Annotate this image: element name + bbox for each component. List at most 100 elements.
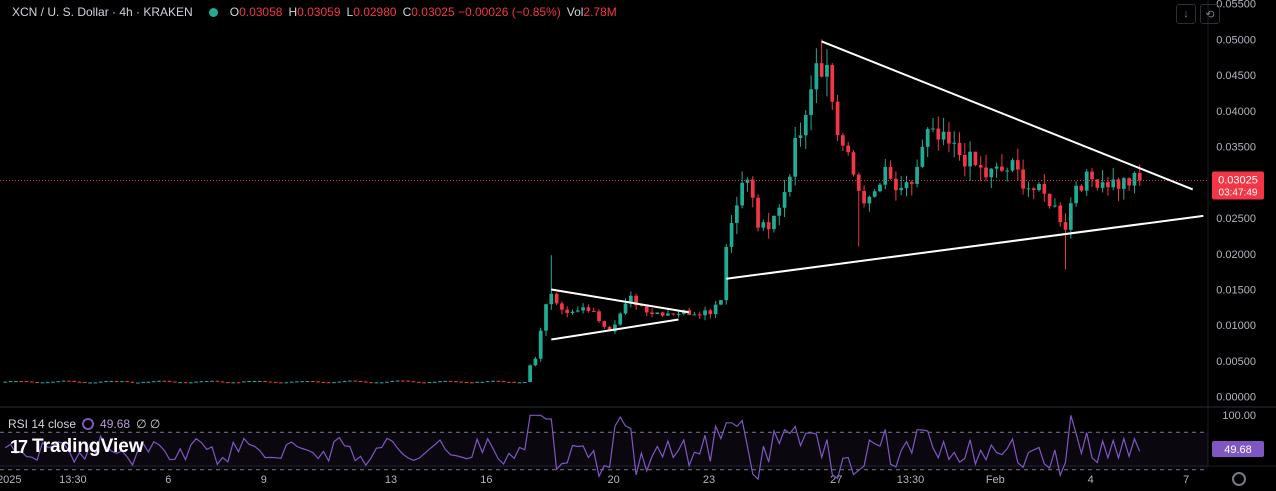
candle-body [544,304,548,331]
countdown-label: 03:47:49 [1219,187,1258,198]
candle-body [602,321,607,327]
symbol-title[interactable]: XCN / U. S. Dollar · 4h · KRAKEN [12,5,193,19]
candle-body [348,380,352,382]
candle-body [1053,205,1057,207]
ohlc-label: C [402,5,412,19]
x-tick-label: 20 [608,474,620,486]
candle-body [3,381,8,383]
candle-body [512,381,517,383]
candle-body [798,135,803,138]
ohlc-label: H [288,5,298,19]
candle-body [35,381,39,383]
candle-body [994,166,999,169]
candle-body [204,381,209,383]
ohlc-item: L 0.02980 [347,5,403,19]
candle-body [1031,188,1036,191]
x-tick-label: 9 [261,474,267,486]
candle-body [586,307,591,311]
rsi-value: 49.68 [100,417,131,431]
trendline [821,40,1194,191]
candle-body [194,381,198,383]
candle-body [1068,203,1073,230]
candle-body [793,137,798,177]
candle-body [528,365,532,383]
candle-body [432,381,437,383]
candle-body [591,310,596,312]
ohlc-value: 0.03059 [297,5,341,19]
candle-body [475,381,479,383]
candle-body [639,305,644,307]
y-tick-label: 0.05000 [1216,34,1256,46]
candle-body [353,380,358,382]
candle-body [962,154,967,167]
y-tick-label: 0.04000 [1216,106,1256,118]
x-tick-label: 13 [385,474,397,486]
candle-body [803,115,808,136]
candle-body [289,381,294,383]
candle-body [61,380,66,382]
rsi-legend: RSI 14 close 49.68 ∅ ∅ [8,417,160,431]
candle-body [925,129,930,147]
candle-body [337,381,342,383]
market-status-icon [208,7,218,17]
candle-body [231,382,236,384]
candle-body [395,380,400,382]
ohlc-value: 2.78M [583,5,617,19]
candle-body [1015,160,1020,170]
refresh-icon[interactable]: ⟲ [1200,4,1220,24]
candle-body [416,381,421,383]
candle-body [841,135,845,146]
candle-body [613,324,617,332]
candle-body [1127,178,1131,186]
x-tick-label: 2025 [0,474,22,486]
candle-body [644,305,649,313]
rsi-label[interactable]: RSI 14 close [8,417,77,431]
candle-body [825,64,829,77]
trendline [551,288,690,314]
candle-body [226,382,230,384]
x-tick-label: 27 [830,474,842,486]
candle-body [655,312,660,315]
candle-body [1137,172,1142,181]
download-icon[interactable]: ↓ [1176,4,1196,24]
candle-body [676,313,681,315]
candle-body [1111,179,1116,188]
candle-body [1084,171,1089,191]
candle-body [1042,184,1047,194]
rsi-settings-icon[interactable] [82,418,95,430]
candle-body [1037,184,1041,191]
candle-body [40,382,45,384]
candle-body [305,381,310,383]
candle-body [332,382,336,384]
last-price-label: 0.03025 [1218,174,1258,186]
candle-body [321,381,326,383]
candle-body [750,179,755,198]
rsi-axis-top-label: 100.00 [1222,410,1256,422]
candle-body [883,167,888,185]
trendline [551,318,679,341]
candle-body [984,167,988,178]
candle-body [835,101,840,136]
candle-body [300,381,305,383]
candle-body [263,380,267,382]
candle-body [1063,222,1068,230]
candle-body [295,381,299,383]
candle-body [772,215,776,230]
candle-body [56,381,61,383]
candle-body [607,326,612,332]
candle-body [1000,166,1004,171]
candle-body [438,381,442,383]
last-price-badge [1212,171,1264,200]
candle-body [1100,182,1105,188]
candle-body [379,382,384,384]
y-tick-label: 0.02000 [1216,249,1256,261]
gear-icon[interactable] [1232,472,1246,486]
candle-body [973,151,978,166]
candle-body [989,168,994,178]
ohlc-item: Vol 2.78M [567,5,623,19]
candle-body [77,381,82,383]
tradingview-logo[interactable]: 17 TradingView [10,436,144,458]
candle-body [867,196,872,204]
candle-body [734,205,739,223]
